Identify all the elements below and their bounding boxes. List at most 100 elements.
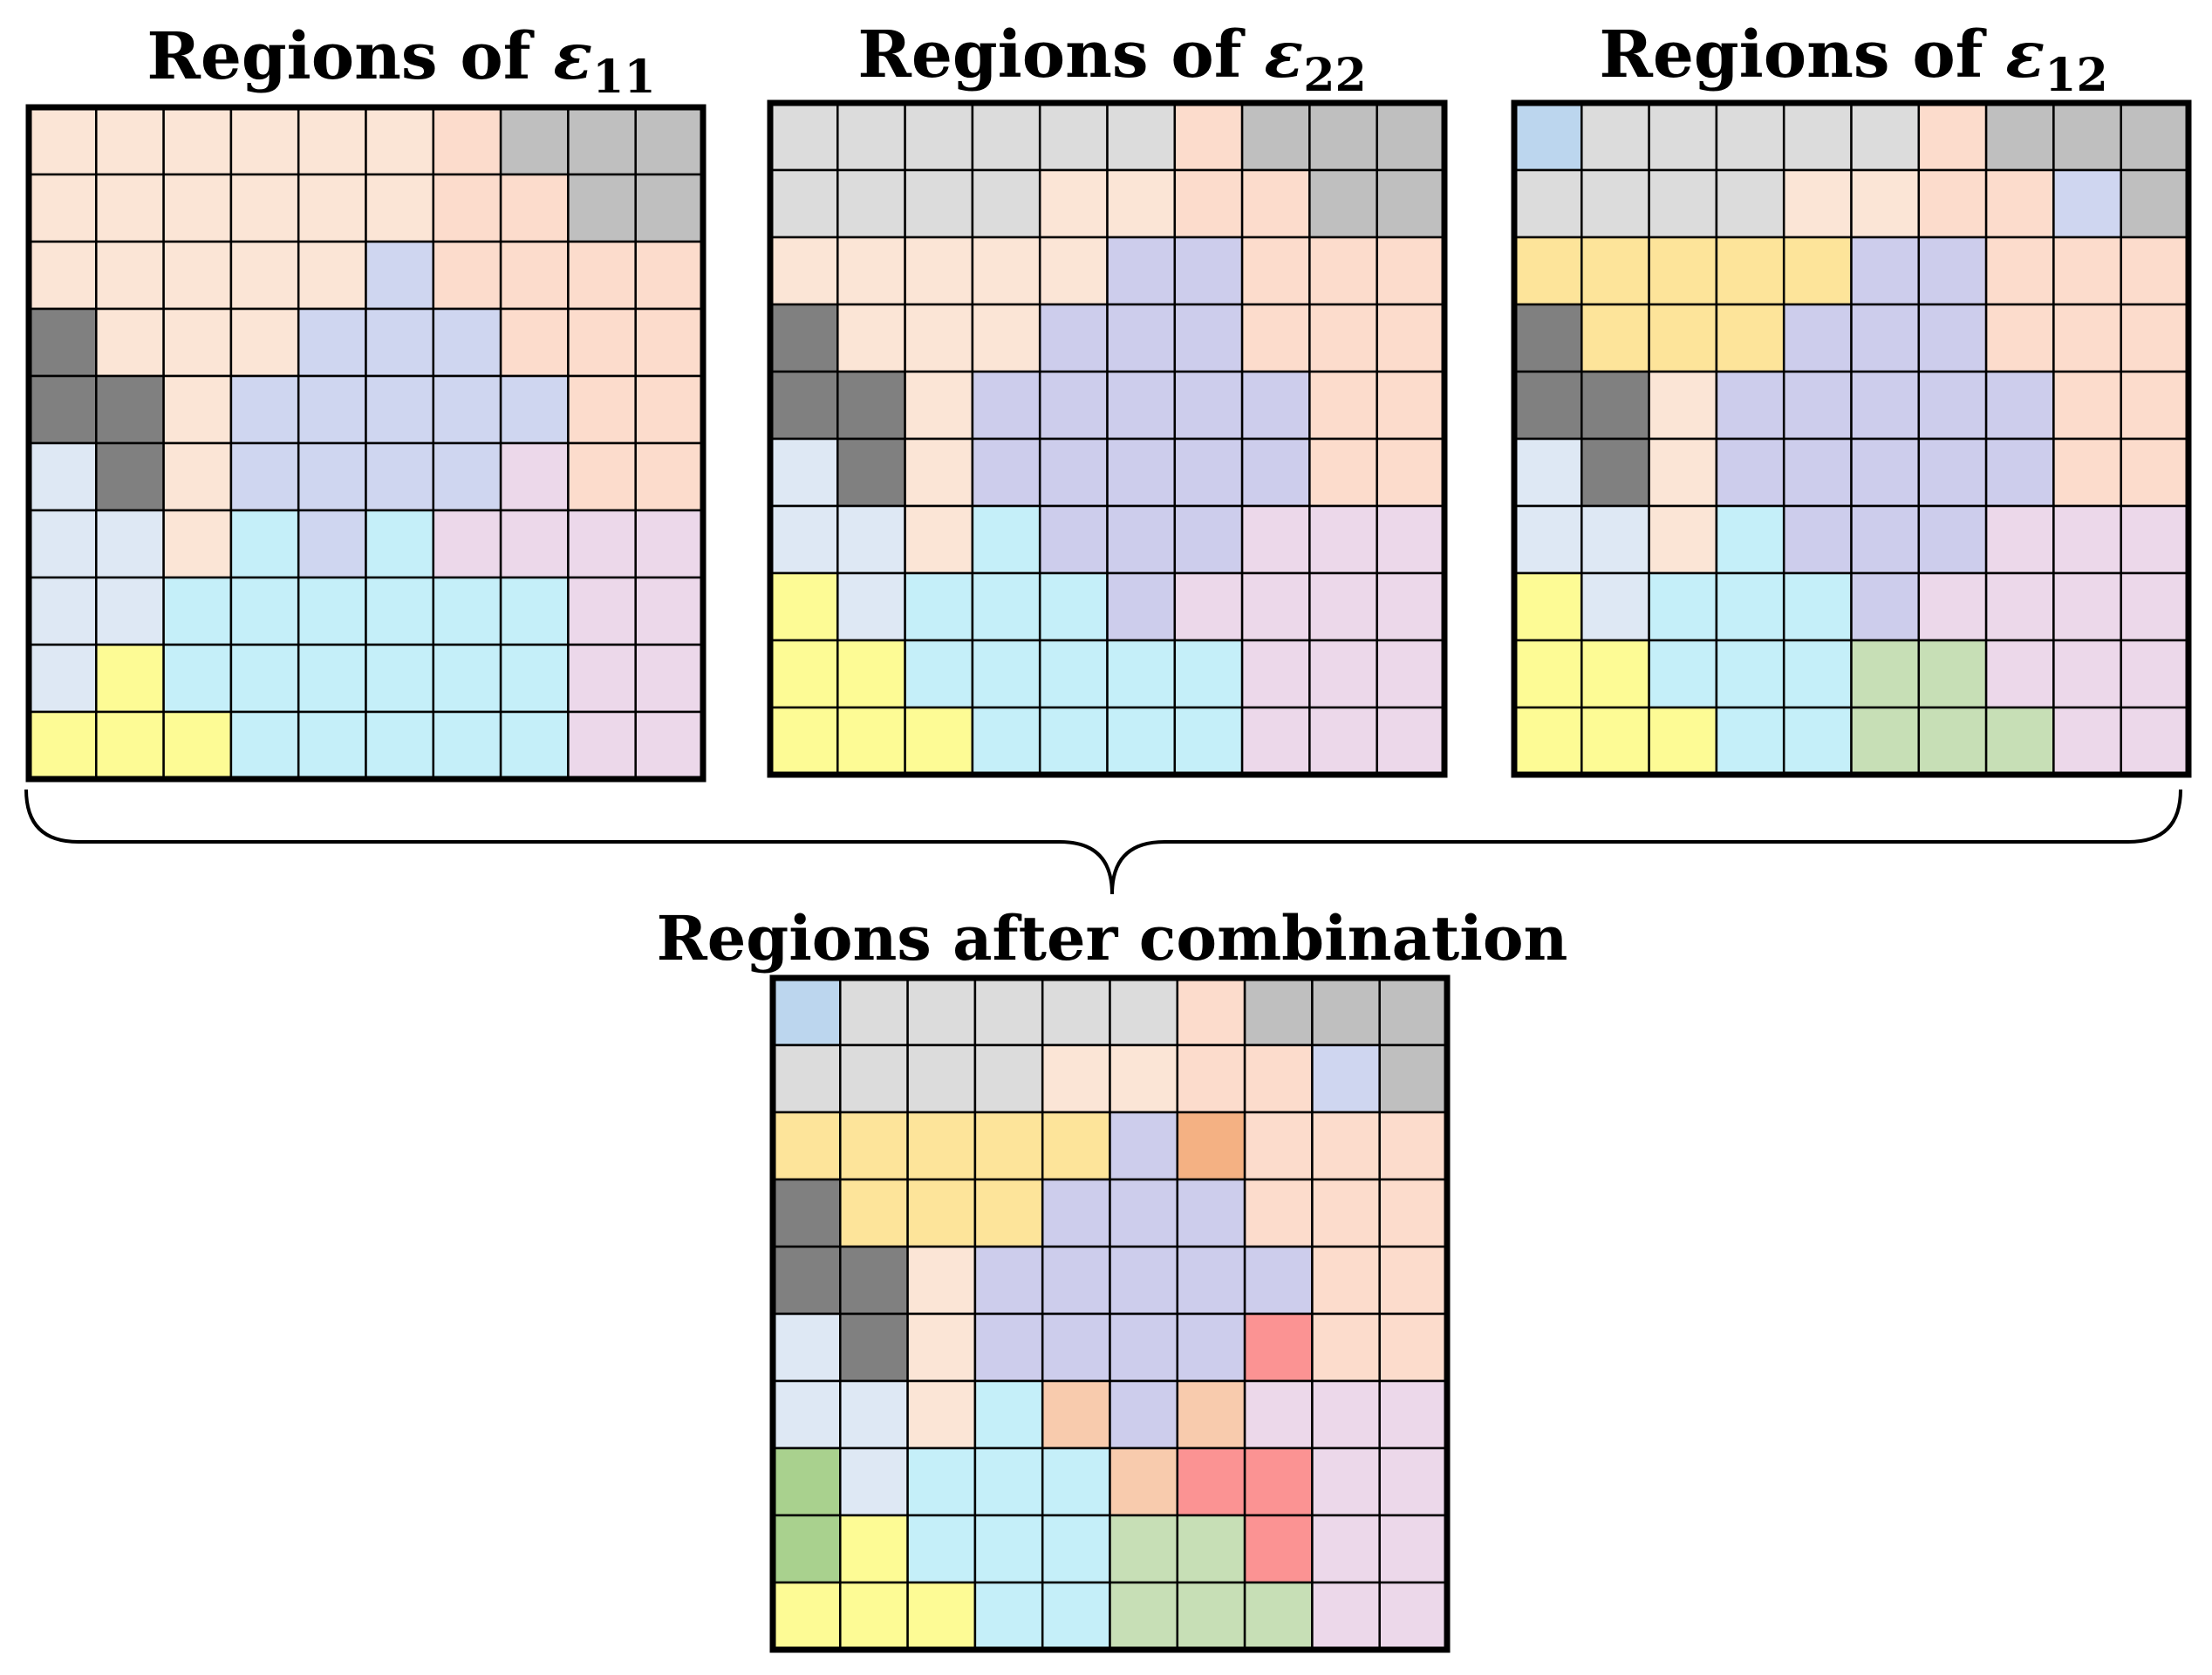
grid-cell — [906, 1178, 977, 1248]
grid-cell — [1243, 1111, 1314, 1181]
grid-cell — [1041, 1514, 1111, 1584]
grid-cell — [1038, 437, 1109, 508]
grid-cell — [973, 1043, 1044, 1114]
grid-cell — [1106, 303, 1177, 373]
grid-cell — [1917, 101, 1988, 172]
grid-cell — [904, 101, 974, 172]
grid-cell — [27, 509, 98, 579]
grid-cell — [499, 441, 570, 512]
grid-cell — [1648, 437, 1718, 508]
symbol-epsilon-22: ε — [1264, 17, 1303, 92]
grid-cell — [95, 710, 165, 781]
grid-cell — [1240, 706, 1311, 776]
grid-cell — [1512, 168, 1583, 239]
grid-cell — [1917, 437, 1988, 508]
grid-cell — [1917, 236, 1988, 306]
grid-cell — [95, 643, 165, 714]
grid-cell — [1041, 1043, 1111, 1114]
grid-epsilon-12 — [1511, 99, 2192, 778]
grid-cell — [1512, 571, 1583, 642]
grid-cell — [2052, 168, 2122, 239]
grid-cell — [634, 710, 705, 781]
grid-cell — [1173, 437, 1244, 508]
grid-cell — [1512, 101, 1583, 172]
subscript-11: 11 — [592, 51, 655, 104]
grid-cell — [768, 571, 839, 642]
grid-cell — [27, 576, 98, 646]
grid-cell — [2120, 706, 2190, 776]
grid-cell — [971, 303, 1041, 373]
grid-cell — [432, 643, 502, 714]
grid-cell — [365, 240, 435, 311]
grid-cell — [1580, 370, 1650, 441]
grid-cell — [971, 706, 1041, 776]
grid-cell — [297, 307, 367, 378]
grid-cell — [567, 643, 637, 714]
grid-cell — [1984, 639, 2055, 709]
grid-cell — [1240, 437, 1311, 508]
grid-cell — [1850, 303, 1921, 373]
grid-cell — [1715, 236, 1785, 306]
grid-cell — [1378, 1043, 1449, 1114]
grid-cell — [634, 576, 705, 646]
grid-cell — [971, 437, 1041, 508]
grid-cell — [1041, 1312, 1111, 1383]
grid-cell — [1376, 168, 1446, 239]
grid-cell — [297, 374, 367, 445]
grid-cell — [1038, 236, 1109, 306]
grid-cell — [771, 1043, 842, 1114]
grid-cell — [95, 106, 165, 176]
grid-cell — [1648, 168, 1718, 239]
grid-cell — [1041, 1379, 1111, 1450]
grid-cell — [1850, 437, 1921, 508]
grid-cell — [971, 101, 1041, 172]
grid-cell — [567, 106, 637, 176]
grid-cell — [1176, 1043, 1246, 1114]
grid-cell — [768, 706, 839, 776]
grid-cell — [973, 1111, 1044, 1181]
grid-border — [767, 99, 1448, 778]
grid-cell — [1308, 639, 1378, 709]
grid-cell — [567, 710, 637, 781]
grid-cell — [768, 168, 839, 239]
grid-cell — [836, 706, 906, 776]
grid-cell — [499, 374, 570, 445]
grid-cell — [2052, 706, 2122, 776]
grid-cell — [229, 106, 300, 176]
grid-cell — [771, 1514, 842, 1584]
grid-cell — [836, 571, 906, 642]
grid-cell — [1176, 1245, 1246, 1316]
grid-cell — [1715, 639, 1785, 709]
grid-cell — [1243, 1514, 1314, 1584]
grid-cell — [1378, 1581, 1449, 1651]
grid-cell — [971, 370, 1041, 441]
grid-cell — [229, 441, 300, 512]
grid-cell — [27, 240, 98, 311]
grid-cell — [1041, 1446, 1111, 1517]
grid-cell — [971, 504, 1041, 575]
grid-cell — [365, 173, 435, 243]
grid-cell — [499, 240, 570, 311]
grid-cell — [836, 370, 906, 441]
grid-cell — [1176, 976, 1246, 1047]
grid-cell — [1378, 1514, 1449, 1584]
grid-cell — [1715, 101, 1785, 172]
grid-cell — [906, 1312, 977, 1383]
grid-cell — [1243, 1178, 1314, 1248]
grid-cell — [567, 441, 637, 512]
grid-cell — [95, 240, 165, 311]
grid-cell — [162, 173, 233, 243]
grid-cell — [768, 504, 839, 575]
grid-cell — [1106, 236, 1177, 306]
grid-cell — [1782, 706, 1853, 776]
grid-cell — [297, 710, 367, 781]
grid-cell — [839, 1043, 909, 1114]
grid-cell — [1109, 1379, 1179, 1450]
grid-cell — [499, 576, 570, 646]
grid-cell — [1376, 437, 1446, 508]
grid-cell — [1917, 639, 1988, 709]
grid-cell — [1109, 1581, 1179, 1651]
grid-epsilon-22 — [767, 99, 1448, 778]
grid-cell — [1782, 101, 1853, 172]
